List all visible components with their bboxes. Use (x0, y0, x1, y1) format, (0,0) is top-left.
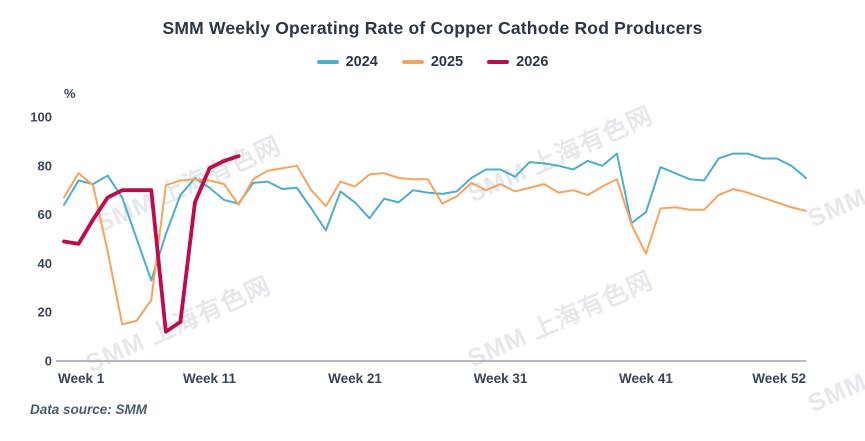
y-axis-tick: 20 (38, 305, 52, 320)
x-axis-label: Week 52 (752, 371, 806, 386)
legend-marker-2024-icon (316, 60, 339, 64)
legend-label-2026: 2026 (516, 54, 549, 70)
y-axis-tick: 100 (30, 110, 52, 125)
x-axis-label: Week 21 (328, 371, 382, 386)
series-2024-line (63, 152, 807, 282)
y-axis-tick: 0 (45, 354, 52, 369)
x-axis-label: Week 41 (619, 371, 673, 386)
x-axis-label: Week 31 (474, 371, 528, 386)
legend-item-2024[interactable]: 2024 (316, 54, 378, 70)
chart-title: SMM Weekly Operating Rate of Copper Cath… (162, 18, 703, 38)
y-axis-tick: 80 (38, 158, 52, 173)
y-axis-tick: 60 (38, 207, 52, 222)
legend-item-2026[interactable]: 2026 (487, 54, 548, 70)
legend-item-2025[interactable]: 2025 (401, 54, 464, 70)
x-axis-label: Week 1 (58, 371, 105, 386)
legend-marker-2026-icon (487, 60, 510, 64)
data-source-note: Data source: SMM (30, 402, 148, 417)
legend-marker-2025-icon (401, 60, 424, 64)
y-axis-unit-label: % (64, 86, 76, 101)
y-axis-tick: 40 (38, 256, 52, 271)
legend-label-2025: 2025 (430, 54, 464, 70)
series-2026-line (62, 154, 241, 334)
legend: 2024 2025 2026 (0, 54, 865, 70)
legend-label-2024: 2024 (345, 54, 378, 70)
x-axis-label: Week 11 (183, 371, 237, 386)
series-2025-line (63, 164, 807, 326)
